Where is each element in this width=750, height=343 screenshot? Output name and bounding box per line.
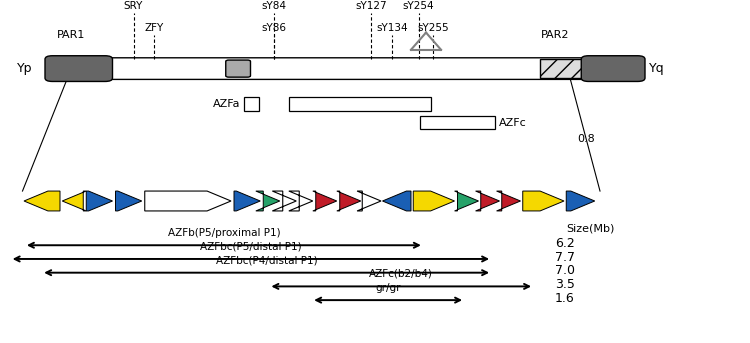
Polygon shape	[24, 191, 60, 211]
Polygon shape	[496, 191, 520, 211]
Text: 7.0: 7.0	[555, 264, 575, 277]
Polygon shape	[145, 191, 231, 211]
Polygon shape	[337, 191, 361, 211]
Text: 1.6: 1.6	[555, 292, 574, 305]
Polygon shape	[289, 191, 313, 211]
Text: AZFc: AZFc	[499, 118, 526, 128]
Bar	[420, 116, 495, 129]
Polygon shape	[357, 191, 381, 211]
Polygon shape	[116, 191, 142, 211]
Text: 7.7: 7.7	[555, 251, 575, 264]
Polygon shape	[454, 191, 478, 211]
Text: Yp: Yp	[16, 62, 32, 75]
FancyBboxPatch shape	[581, 56, 645, 81]
Text: Size(Mb): Size(Mb)	[566, 223, 615, 233]
Text: ZFY: ZFY	[144, 23, 164, 34]
Polygon shape	[62, 191, 86, 211]
Polygon shape	[523, 191, 564, 211]
Bar	[244, 97, 259, 110]
Polygon shape	[313, 191, 337, 211]
Text: AZFbc(P4/distal P1): AZFbc(P4/distal P1)	[216, 255, 317, 265]
Polygon shape	[476, 191, 500, 211]
Text: sY84: sY84	[261, 1, 286, 11]
Text: AZFc(b2/b4): AZFc(b2/b4)	[369, 269, 434, 279]
Bar	[289, 97, 431, 110]
Text: sY86: sY86	[261, 23, 286, 34]
Text: sY134: sY134	[376, 23, 408, 34]
Polygon shape	[272, 191, 296, 211]
Text: 3.5: 3.5	[555, 278, 574, 291]
Text: SRY: SRY	[124, 1, 143, 11]
Polygon shape	[256, 191, 280, 211]
Text: Yq: Yq	[649, 62, 664, 75]
Text: 6.2: 6.2	[555, 237, 574, 250]
Text: sY255: sY255	[418, 23, 449, 34]
Polygon shape	[234, 191, 260, 211]
Polygon shape	[413, 191, 454, 211]
Polygon shape	[86, 191, 112, 211]
Text: AZFb: AZFb	[292, 99, 321, 109]
Text: 0.8: 0.8	[578, 134, 596, 144]
Bar	[540, 59, 596, 78]
FancyBboxPatch shape	[72, 58, 603, 79]
Text: AZFbc(P5/distal P1): AZFbc(P5/distal P1)	[200, 241, 302, 251]
Polygon shape	[566, 191, 595, 211]
FancyBboxPatch shape	[45, 56, 112, 81]
FancyBboxPatch shape	[226, 60, 251, 77]
Text: sY127: sY127	[356, 1, 387, 11]
Text: AZFa: AZFa	[212, 99, 240, 109]
Polygon shape	[382, 191, 411, 211]
Text: PAR2: PAR2	[541, 30, 569, 40]
Text: gr/gr: gr/gr	[375, 283, 400, 293]
Text: PAR1: PAR1	[57, 30, 86, 40]
Text: AZFb(P5/proximal P1): AZFb(P5/proximal P1)	[167, 228, 280, 238]
Text: sY254: sY254	[403, 1, 434, 11]
